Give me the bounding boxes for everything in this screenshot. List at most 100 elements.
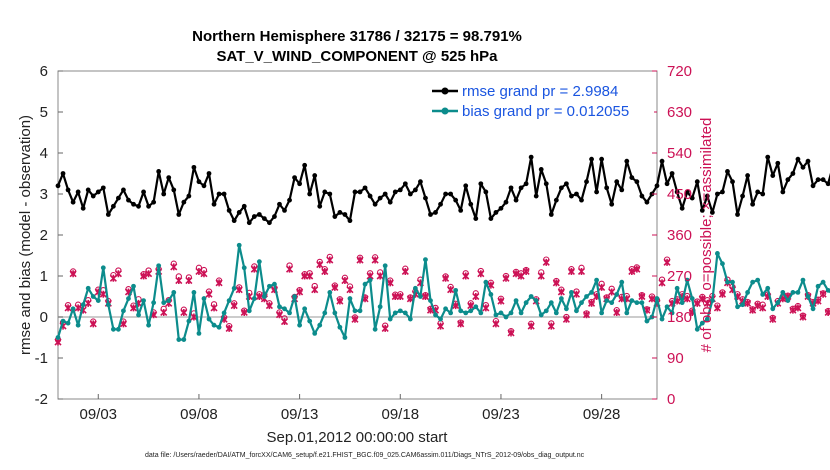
- obs-assimilated-point: [356, 256, 364, 264]
- bias-point: [362, 281, 368, 287]
- bias-point: [715, 251, 720, 256]
- bias-point: [458, 308, 464, 314]
- rmse-point: [412, 187, 418, 193]
- obs-assimilated-point: [527, 322, 535, 330]
- obs-assimilated-point: [477, 270, 485, 278]
- obs-assimilated-point: [421, 292, 430, 301]
- bias-point: [669, 310, 675, 316]
- rmse-point: [644, 199, 650, 205]
- x-axis-ticks: 09/03 09/08 09/13 09/18 09/23 09/28: [79, 394, 620, 423]
- bias-point: [327, 290, 333, 295]
- obs-assimilated-point: [718, 290, 727, 298]
- obs-assimilated-point: [577, 267, 586, 276]
- obs-assimilated-point: [170, 263, 178, 271]
- rmse-line: [56, 156, 830, 224]
- obs-assimilated-point: [114, 270, 122, 278]
- obs-assimilated-point: [396, 292, 404, 301]
- rmse-point: [579, 197, 584, 203]
- bias-point: [785, 298, 791, 303]
- obs-assimilated-point: [557, 288, 565, 296]
- bias-point: [307, 318, 313, 324]
- bias-point: [513, 298, 519, 303]
- rmse-point: [523, 181, 529, 187]
- rmse-point: [141, 189, 146, 195]
- rmse-point: [649, 191, 655, 197]
- obs-assimilated-point: [69, 270, 77, 278]
- rmse-point: [60, 171, 66, 176]
- bias-point: [342, 335, 348, 340]
- rmse-point: [211, 201, 217, 207]
- bias-point: [372, 326, 378, 332]
- bias-point: [241, 265, 247, 271]
- obs-assimilated-point: [824, 308, 830, 317]
- legend: rmse grand pr = 2.9984 bias grand pr = 0…: [426, 79, 654, 123]
- rmse-point: [105, 212, 111, 217]
- obs-assimilated-point: [789, 306, 797, 314]
- rmse-point: [654, 183, 660, 189]
- bias-point: [634, 300, 640, 306]
- bias-point: [302, 306, 308, 312]
- obs-assimilated-point: [658, 279, 666, 287]
- obs-assimilated-point: [89, 320, 97, 328]
- obs-assimilated-point: [713, 304, 721, 312]
- rmse-point: [599, 156, 605, 162]
- bias-point: [538, 312, 544, 318]
- rmse-point: [176, 212, 182, 217]
- rmse-point: [659, 158, 665, 164]
- rmse-point: [292, 175, 297, 181]
- bias-point: [110, 326, 116, 332]
- rmse-point: [815, 177, 821, 183]
- x-tick-label: 09/03: [79, 406, 117, 423]
- bias-point: [528, 294, 534, 299]
- rmse-point: [216, 191, 222, 197]
- rmse-point: [126, 197, 131, 203]
- rmse-point: [332, 214, 338, 219]
- obs-assimilated-point: [759, 304, 767, 312]
- bias-point: [146, 322, 152, 328]
- rmse-point: [256, 212, 262, 217]
- bias-point: [755, 277, 761, 283]
- obs-assimilated-point: [250, 265, 258, 273]
- bias-point: [574, 308, 579, 314]
- rmse-point: [65, 187, 71, 193]
- rmse-point: [387, 199, 393, 205]
- bias-point: [563, 306, 569, 312]
- y-right-tick-label: 540: [667, 145, 692, 162]
- rmse-point: [372, 201, 378, 207]
- obs-assimilated-point: [512, 270, 520, 278]
- obs-assimilated-point: [401, 267, 409, 276]
- rmse-point: [750, 201, 756, 207]
- bias-point: [488, 292, 494, 297]
- obs-assimilated-point: [537, 272, 545, 280]
- rmse-point: [795, 156, 801, 162]
- rmse-point: [362, 185, 368, 191]
- obs-assimilated-point: [613, 308, 621, 317]
- bias-point: [196, 331, 202, 336]
- obs-assimilated-point: [185, 276, 193, 285]
- bias-point: [261, 294, 267, 299]
- rmse-point: [90, 193, 96, 199]
- rmse-point: [241, 203, 247, 209]
- bias-point: [453, 287, 459, 293]
- obs-assimilated-point: [567, 267, 575, 276]
- obs-assimilated-point: [633, 265, 641, 273]
- rmse-point: [261, 216, 267, 222]
- bias-point: [800, 277, 806, 283]
- rmse-point: [277, 201, 282, 207]
- rmse-point: [629, 175, 635, 181]
- bias-point: [503, 314, 509, 320]
- rmse-point: [392, 189, 398, 195]
- bias-point: [337, 324, 343, 330]
- bias-point: [750, 279, 756, 285]
- rmse-point: [780, 189, 786, 195]
- bias-point: [287, 310, 292, 316]
- obs-assimilated-point: [306, 272, 314, 280]
- obs-assimilated-point: [502, 274, 510, 282]
- obs-assimilated-point: [265, 302, 273, 310]
- obs-assimilated-point: [386, 279, 394, 287]
- bias-point: [428, 298, 433, 303]
- bias-point: [599, 310, 605, 316]
- rmse-point: [730, 179, 735, 185]
- obs-assimilated-point: [285, 265, 294, 273]
- bias-point: [584, 294, 589, 299]
